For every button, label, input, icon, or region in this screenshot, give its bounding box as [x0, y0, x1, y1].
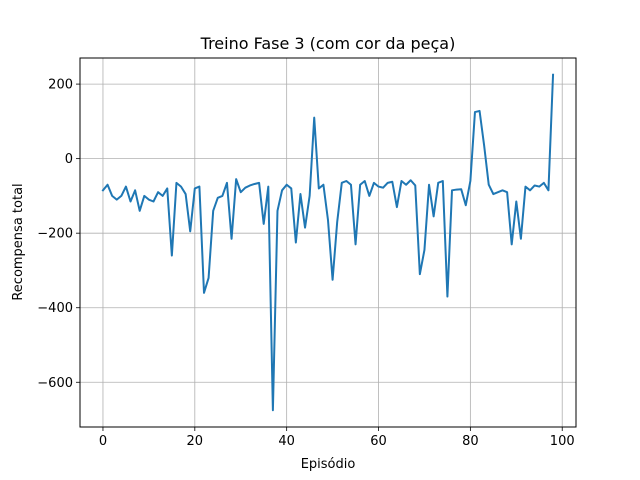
y-tick-label: −600	[37, 376, 73, 391]
y-axis: −600 −400 −200 0 200	[37, 78, 80, 391]
x-tick-label: 20	[187, 434, 204, 449]
x-tick-label: 60	[370, 434, 387, 449]
x-axis: 0 20 40 60 80 100	[99, 427, 575, 449]
series-layer	[101, 73, 555, 412]
x-axis-label: Episódio	[301, 457, 356, 472]
chart-title: Treino Fase 3 (com cor da peça)	[200, 34, 456, 53]
series-line-0	[101, 73, 555, 412]
x-tick-label: 0	[99, 434, 107, 449]
y-tick-label: −400	[37, 301, 73, 316]
y-tick-label: −200	[37, 227, 73, 242]
y-tick-label: 0	[65, 152, 73, 167]
x-tick-label: 80	[462, 434, 479, 449]
x-tick-label: 40	[278, 434, 295, 449]
x-tick-label: 100	[550, 434, 575, 449]
grid	[80, 58, 576, 427]
y-tick-label: 200	[48, 78, 73, 93]
y-axis-label: Recompensa total	[11, 183, 26, 300]
plot-frame	[79, 57, 577, 428]
